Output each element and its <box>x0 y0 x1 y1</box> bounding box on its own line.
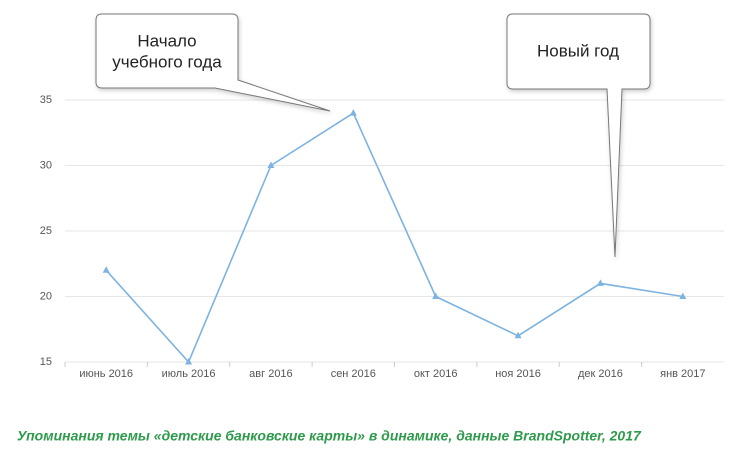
annotation-text: Новый год <box>537 41 619 60</box>
caption: Упоминания темы «детские банковские карт… <box>17 428 642 444</box>
y-tick-label: 15 <box>40 356 52 368</box>
y-tick-label: 35 <box>40 94 52 106</box>
annotation-text: учебного года <box>112 52 222 71</box>
plot: 15 20 25 30 35 июнь 2016 июль 2016 авг 2016 сен … <box>40 94 724 380</box>
data-marker <box>432 292 440 299</box>
data-line <box>105 111 683 364</box>
data-marker <box>679 292 687 299</box>
x-tick-label: авг 2016 <box>249 368 293 380</box>
callout-box <box>95 13 331 112</box>
y-tick-label: 20 <box>40 290 52 302</box>
x-tick-label: янв 2017 <box>660 368 705 380</box>
data-marker <box>514 331 522 339</box>
callout-box <box>506 13 651 258</box>
x-tick-label: июль 2016 <box>162 368 216 380</box>
annotation-text: Начало <box>137 31 196 50</box>
data-marker <box>185 358 193 365</box>
data-marker <box>349 109 357 116</box>
x-tick-label: окт 2016 <box>414 368 458 380</box>
x-tick-label: дек 2016 <box>578 368 623 380</box>
data-marker <box>102 266 110 273</box>
data-marker <box>596 279 604 286</box>
x-tick-label: сен 2016 <box>331 368 376 380</box>
data-marker <box>267 161 275 168</box>
x-tick-label: июнь 2016 <box>79 368 133 380</box>
x-tick-label: ноя 2016 <box>495 368 541 380</box>
y-tick-label: 30 <box>40 159 52 171</box>
y-tick-label: 25 <box>40 225 52 237</box>
